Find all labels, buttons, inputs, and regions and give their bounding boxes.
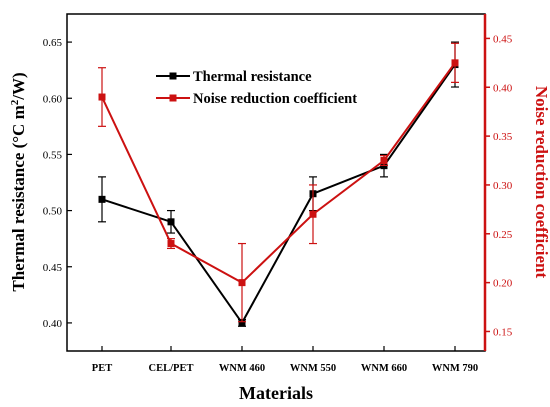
plot-frame <box>66 13 486 352</box>
legend: Thermal resistance Noise reduction coeffi… <box>156 69 357 107</box>
data-point <box>167 240 175 248</box>
left-tick-label: 0.45 <box>43 262 63 274</box>
data-point <box>309 210 317 218</box>
y-left-title-main: Thermal resistance (°C m <box>9 105 28 291</box>
x-tick-label: WNM 460 <box>219 363 265 374</box>
left-tick-label: 0.55 <box>43 149 63 161</box>
data-point <box>98 93 106 101</box>
legend-swatch-marker <box>169 72 177 80</box>
legend-label: Thermal resistance <box>193 69 312 85</box>
legend-label: Noise reduction coefficient <box>193 91 357 107</box>
right-tick-label: 0.30 <box>493 180 513 192</box>
x-tick-label: WNM 550 <box>290 363 336 374</box>
series-line <box>101 62 456 284</box>
data-point <box>451 59 459 67</box>
x-axis-ticks: PET CEL/PET WNM 460 WNM 550 WNM 660 WNM 790 <box>92 346 478 374</box>
left-tick-label: 0.65 <box>43 37 63 49</box>
y-left-axis-title: Thermal resistance (°C m2/W) <box>9 72 28 291</box>
x-tick-label: PET <box>92 363 112 374</box>
right-tick-label: 0.35 <box>493 131 513 143</box>
left-tick-label: 0.60 <box>43 93 63 105</box>
left-tick-label: 0.40 <box>43 318 63 330</box>
x-tick-label: WNM 660 <box>361 363 407 374</box>
left-tick-label: 0.50 <box>43 206 63 218</box>
right-axis-ticks: 0.15 0.20 0.25 0.30 0.35 0.40 0.45 <box>485 33 513 338</box>
data-point <box>238 279 246 287</box>
right-tick-label: 0.20 <box>493 278 513 290</box>
y-right-axis-title: Noise reduction coefficient <box>532 86 550 279</box>
right-tick-label: 0.45 <box>493 33 513 45</box>
left-axis-ticks: 0.40 0.45 0.50 0.55 0.60 0.65 <box>43 37 72 330</box>
x-tick-label: WNM 790 <box>432 363 478 374</box>
series-layer <box>98 41 459 327</box>
data-point <box>167 218 175 226</box>
right-tick-label: 0.25 <box>493 229 513 241</box>
y-left-title-tail: /W) <box>9 72 28 100</box>
right-tick-label: 0.40 <box>493 82 513 94</box>
y-left-title-sup: 2 <box>9 99 21 105</box>
series-noise-reduction-coefficient <box>98 42 459 323</box>
x-axis-title: Materials <box>239 383 313 403</box>
data-point <box>380 157 388 165</box>
data-point <box>238 319 246 327</box>
right-tick-label: 0.15 <box>493 326 513 338</box>
x-tick-label: CEL/PET <box>149 363 194 374</box>
data-point <box>98 195 106 203</box>
legend-swatch-marker <box>169 94 177 102</box>
